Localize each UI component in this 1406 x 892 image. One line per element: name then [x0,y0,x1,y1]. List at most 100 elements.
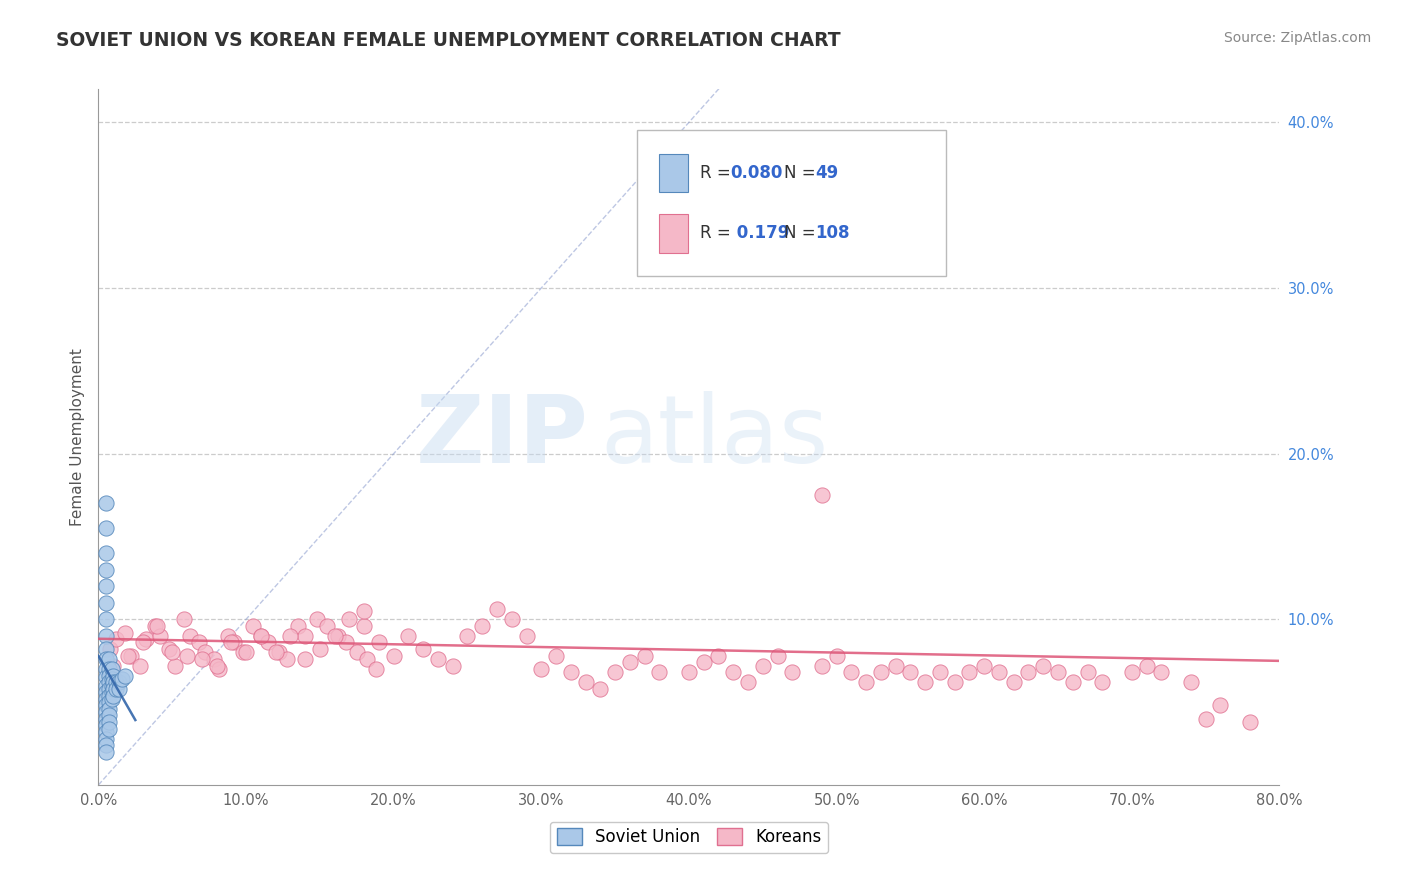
Point [723,665,745,680]
Point [1091,675,1114,690]
Point [1180,675,1202,690]
Text: 0.080: 0.080 [731,164,783,182]
Point [356,652,378,666]
Point [105,632,128,647]
Text: 108: 108 [815,225,849,243]
Point [1121,665,1143,680]
Point [97,668,120,682]
Point [900,665,922,680]
Point [870,665,893,680]
Point [224,635,246,649]
Point [111,672,134,686]
Point [94,685,117,699]
Point [149,629,172,643]
Point [94,496,117,510]
Point [1018,665,1040,680]
Point [187,635,209,649]
Point [486,602,509,616]
Point [100,691,122,706]
Point [97,662,120,676]
Point [1239,714,1261,729]
Point [94,642,117,657]
Point [257,635,280,649]
Point [1046,665,1070,680]
Point [648,665,671,680]
Point [94,718,117,732]
Point [128,658,150,673]
Point [94,698,117,713]
Point [276,652,298,666]
Point [707,648,730,663]
Point [103,689,125,703]
Point [619,656,641,670]
Point [471,619,494,633]
Point [94,691,117,706]
Point [943,675,966,690]
Point [97,695,120,709]
Point [810,658,832,673]
Point [264,645,287,659]
Point [202,652,225,666]
Point [103,668,125,682]
Y-axis label: Female Unemployment: Female Unemployment [69,348,84,526]
Point [335,635,357,649]
Point [973,658,995,673]
Point [575,675,598,690]
Point [94,745,117,759]
Point [94,563,117,577]
Point [94,596,117,610]
Point [221,635,243,649]
Point [294,652,316,666]
Point [427,652,450,666]
Point [114,625,136,640]
Point [316,619,339,633]
Point [97,652,120,666]
Text: ZIP: ZIP [416,391,589,483]
Point [457,629,479,643]
Point [1032,658,1054,673]
Point [165,658,187,673]
Point [560,665,582,680]
Point [94,670,117,684]
Point [305,612,328,626]
Text: R =: R = [700,164,735,182]
Point [132,635,155,649]
Text: atlas: atlas [600,391,828,483]
Point [94,612,117,626]
Point [205,658,228,673]
Point [217,629,239,643]
Point [959,665,981,680]
Text: 49: 49 [815,164,838,182]
Text: N =: N = [785,164,821,182]
Point [94,738,117,752]
Point [634,648,657,663]
Point [841,665,863,680]
Point [1077,665,1099,680]
Point [94,546,117,560]
Point [146,619,169,633]
Point [339,612,361,626]
Point [94,521,117,535]
Point [100,685,122,699]
Point [309,642,332,657]
Point [179,629,201,643]
Point [803,223,825,237]
Point [1195,712,1218,726]
Point [97,714,120,729]
Point [884,658,907,673]
Point [287,619,309,633]
Point [855,675,877,690]
Point [100,662,122,676]
Point [97,722,120,736]
Point [353,604,375,618]
Point [94,712,117,726]
Point [267,645,290,659]
Point [108,681,131,696]
Point [97,689,120,703]
Point [103,675,125,690]
Point [105,681,128,696]
Point [97,675,120,690]
Point [825,231,848,245]
Point [250,629,273,643]
Text: N =: N = [785,225,821,243]
